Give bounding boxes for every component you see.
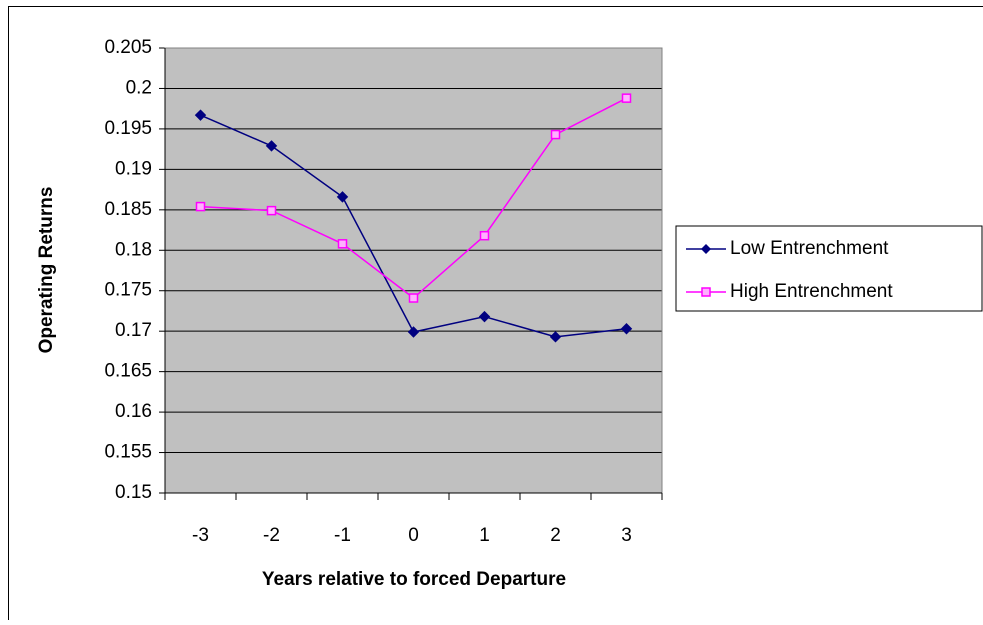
x-tick-label: 3 <box>621 525 632 546</box>
y-tick-label: 0.2 <box>126 77 152 98</box>
y-tick-label: 0.18 <box>115 239 152 260</box>
y-tick-label: 0.19 <box>115 158 152 179</box>
y-tick-label: 0.155 <box>104 442 152 463</box>
marker <box>410 294 418 302</box>
marker <box>339 240 347 248</box>
y-tick-label: 0.205 <box>104 37 152 58</box>
x-tick-label: -3 <box>192 525 209 546</box>
marker <box>197 203 205 211</box>
marker <box>623 94 631 102</box>
y-tick-label: 0.15 <box>115 482 152 503</box>
x-tick-label: -1 <box>334 525 351 546</box>
marker <box>552 131 560 139</box>
y-axis-title: Operating Returns <box>36 187 57 354</box>
x-tick-label: 1 <box>479 525 490 546</box>
plot-area <box>165 48 662 493</box>
legend-label: Low Entrenchment <box>730 238 889 259</box>
legend-label: High Entrenchment <box>730 281 893 302</box>
legend-marker <box>702 288 710 296</box>
marker <box>268 207 276 215</box>
x-tick-label: -2 <box>263 525 280 546</box>
y-tick-label: 0.17 <box>115 320 152 341</box>
x-axis-title: Years relative to forced Departure <box>262 569 566 590</box>
y-tick-label: 0.165 <box>104 361 152 382</box>
marker <box>481 232 489 240</box>
y-tick-label: 0.175 <box>104 280 152 301</box>
x-tick-label: 0 <box>408 525 419 546</box>
x-tick-label: 2 <box>550 525 561 546</box>
y-tick-label: 0.195 <box>104 118 152 139</box>
y-tick-label: 0.16 <box>115 401 152 422</box>
y-tick-label: 0.185 <box>104 199 152 220</box>
